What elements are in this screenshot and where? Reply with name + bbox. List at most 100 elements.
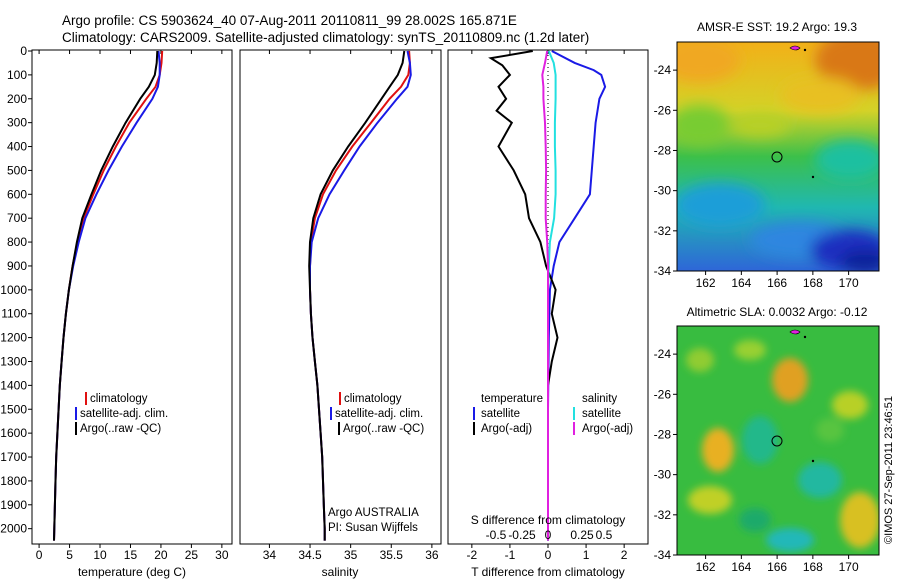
series-line-salinity-argo-adj- xyxy=(541,50,549,541)
lon-tick-label: 164 xyxy=(731,276,751,290)
depth-tick-label: 2000 xyxy=(0,522,27,536)
legend-entry-climatology: climatology xyxy=(344,393,402,405)
difference-legend: temperature satellite Argo(-adj) salinit… xyxy=(473,393,633,435)
x-tick-label: 10 xyxy=(93,548,107,562)
series-line-climatology xyxy=(309,50,411,541)
depth-tick-label: 200 xyxy=(7,92,27,106)
salinity-panel-frame xyxy=(239,49,442,545)
salinity-profiles xyxy=(308,50,412,541)
lat-tick-label: -28 xyxy=(654,143,672,157)
x-tick-label: 35 xyxy=(344,548,358,562)
lon-tick-label: 166 xyxy=(767,276,787,290)
depth-tick-label: 1100 xyxy=(1,307,27,321)
depth-tick-label: 1000 xyxy=(0,283,27,297)
imos-credit: ©IMOS 27-Sep-2011 23:46:51 xyxy=(883,396,895,544)
sla-heatmap xyxy=(677,326,879,555)
salinity-axis-label: salinity xyxy=(322,565,359,579)
x-tick-label: 30 xyxy=(215,548,229,562)
depth-tick-label: 700 xyxy=(7,211,27,225)
x-tick-label: 20 xyxy=(154,548,168,562)
depth-tick-label: 1900 xyxy=(0,498,27,512)
depth-tick-label: 600 xyxy=(7,187,27,201)
salinity-axis-ticks: 34 34.5 35 35.5 36 xyxy=(263,50,439,562)
legend-entry-satellite: satellite-adj. clim. xyxy=(80,408,168,420)
island-marker xyxy=(789,45,801,51)
series-line-satellite-adj-clim- xyxy=(53,50,161,541)
lat-tick-label: -24 xyxy=(654,347,672,361)
lat-tick-label: -24 xyxy=(654,63,672,77)
legend-entry-temp-satellite: satellite xyxy=(481,408,520,420)
lon-tick-label: 162 xyxy=(696,560,716,574)
depth-tick-label: 1800 xyxy=(0,474,27,488)
depth-tick-label: 1200 xyxy=(0,331,27,345)
temperature-legend: climatology satellite-adj. clim. Argo(..… xyxy=(75,392,168,435)
temperature-panel-frame xyxy=(31,49,233,545)
sla-map-axes: 162 164 166 168 170 -24 -26 -28 -30 -32 -34 xyxy=(654,347,859,574)
depth-tick-label: 1500 xyxy=(0,402,27,416)
lat-tick-label: -26 xyxy=(654,387,672,401)
x-tick-label: 0 xyxy=(36,548,43,562)
argo-position-marker-sst xyxy=(771,151,783,163)
lat-tick-label: -30 xyxy=(654,468,672,482)
series-line-satellite-adj-clim- xyxy=(309,50,412,541)
x-tick-label: 34 xyxy=(263,548,277,562)
x-tick-label: 15 xyxy=(124,548,138,562)
sla-map-title: Altimetric SLA: 0.0032 Argo: -0.12 xyxy=(687,305,868,319)
depth-tick-label: 500 xyxy=(7,163,27,177)
salinity-legend: climatology satellite-adj. clim. Argo(..… xyxy=(330,392,424,435)
legend-entry-sal-argo: Argo(-adj) xyxy=(582,423,633,435)
lat-tick-label: -34 xyxy=(654,264,672,278)
x-tick-label: 34.5 xyxy=(298,548,322,562)
island-marker xyxy=(789,329,801,335)
depth-tick-label: 800 xyxy=(7,235,27,249)
depth-tick-label: 1700 xyxy=(0,450,27,464)
lat-tick-label: -28 xyxy=(654,427,672,441)
lat-tick-label: -34 xyxy=(654,548,672,562)
depth-tick-label: 1400 xyxy=(0,378,27,392)
temperature-profiles xyxy=(53,50,164,541)
x-tick-label: 35.5 xyxy=(380,548,404,562)
depth-tick-label: 300 xyxy=(7,116,27,130)
depth-tick-label: 100 xyxy=(7,68,27,82)
lon-tick-label: 162 xyxy=(696,276,716,290)
lat-tick-label: -32 xyxy=(654,508,672,522)
salinity-difference-top-ticks: -0.5 -0.25 0 0.25 0.5 xyxy=(486,528,613,542)
difference-profiles xyxy=(488,50,607,541)
legend-entry-argo: Argo(..raw -QC) xyxy=(80,423,161,435)
x-tick-label: 36 xyxy=(425,548,439,562)
x-tick-label: -2 xyxy=(467,548,478,562)
lat-tick-label: -30 xyxy=(654,184,672,198)
float-program-label: Argo AUSTRALIA xyxy=(328,507,419,519)
lon-tick-label: 164 xyxy=(731,560,751,574)
legend-entry-argo: Argo(..raw -QC) xyxy=(343,423,424,435)
temperature-axis-ticks: 0 5 10 15 20 25 30 xyxy=(36,50,229,562)
series-line-argo-raw-qc- xyxy=(53,50,159,541)
series-line-climatology xyxy=(53,50,164,541)
lon-tick-label: 170 xyxy=(839,276,859,290)
salinity-difference-label: S difference from climatology xyxy=(471,513,626,527)
x-tick-label: -1 xyxy=(505,548,516,562)
lon-tick-label: 168 xyxy=(803,560,823,574)
legend-heading-salinity: salinity xyxy=(582,393,617,405)
top-tick-label: -0.25 xyxy=(508,528,536,542)
argo-position-marker-sla xyxy=(771,435,783,447)
difference-axis-ticks: -2 -1 0 1 2 xyxy=(467,50,628,562)
legend-entry-temp-argo: Argo(-adj) xyxy=(481,423,532,435)
legend-entry-climatology: climatology xyxy=(90,393,148,405)
top-tick-label: 0 xyxy=(545,528,552,542)
x-tick-label: 5 xyxy=(66,548,73,562)
header-line-2: Climatology: CARS2009. Satellite-adjuste… xyxy=(62,30,590,45)
top-tick-label: 0.5 xyxy=(596,528,613,542)
legend-entry-sal-satellite: satellite xyxy=(582,408,621,420)
series-line-argo-raw-qc- xyxy=(308,50,406,541)
lat-tick-label: -32 xyxy=(654,224,672,238)
depth-tick-label: 1300 xyxy=(0,354,27,368)
top-tick-label: 0.25 xyxy=(570,528,594,542)
series-line-temperature-argo-adj- xyxy=(488,50,559,541)
lat-tick-label: -26 xyxy=(654,103,672,117)
x-tick-label: 2 xyxy=(621,548,628,562)
lon-tick-label: 166 xyxy=(767,560,787,574)
header-line-1: Argo profile: CS 5903624_40 07-Aug-2011 … xyxy=(62,13,517,28)
top-tick-label: -0.5 xyxy=(486,528,507,542)
x-tick-label: 1 xyxy=(583,548,590,562)
